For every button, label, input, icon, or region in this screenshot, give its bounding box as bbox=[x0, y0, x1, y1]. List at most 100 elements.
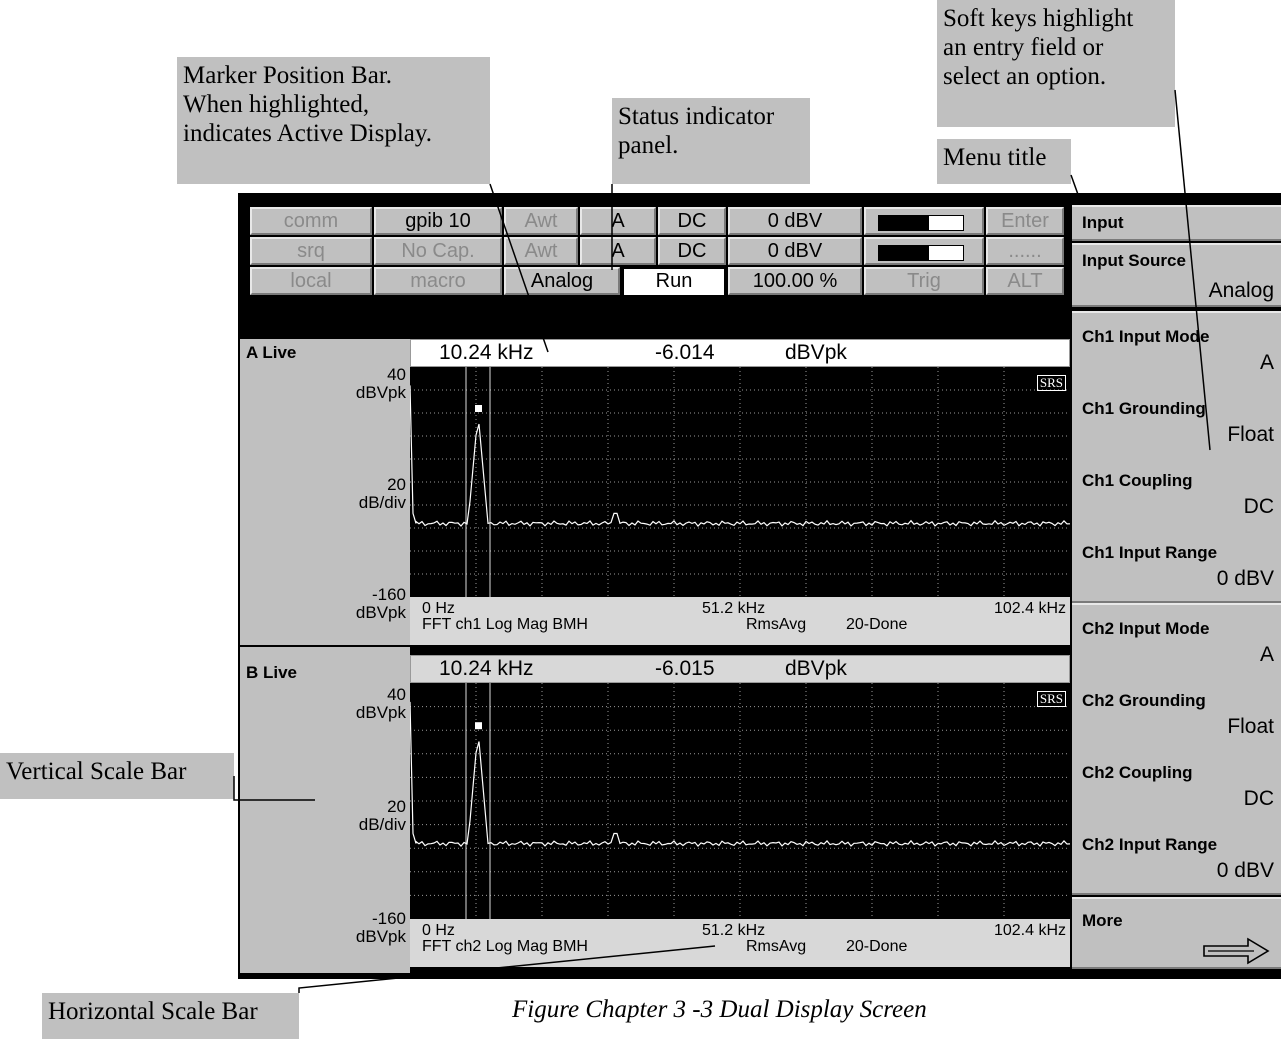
display-b-top-unit: dBVpk bbox=[355, 703, 406, 722]
status-level-meter-1 bbox=[864, 207, 984, 235]
marker-a-unit: dBVpk bbox=[785, 341, 847, 364]
marker-position-bar-a[interactable]: 10.24 kHz -6.014 dBVpk bbox=[410, 339, 1070, 367]
status-local: local bbox=[250, 267, 372, 295]
softkey-more-label: More bbox=[1082, 911, 1123, 930]
status-enter: Enter bbox=[986, 207, 1064, 235]
display-b-top-value: 40 bbox=[387, 685, 406, 704]
level-meter-fill-2 bbox=[879, 246, 930, 260]
status-range-1: 0 dBV bbox=[728, 207, 862, 235]
axis-b-end: 102.4 kHz bbox=[993, 922, 1066, 939]
callout-horizontal-scale-bar: Horizontal Scale Bar bbox=[42, 993, 299, 1039]
softkey-ch2-coupling[interactable]: Ch2 Coupling bbox=[1082, 763, 1193, 782]
status-dc-2: DC bbox=[658, 237, 726, 265]
marker-b-unit: dBVpk bbox=[785, 657, 847, 680]
instrument-screen: comm gpib 10 Awt A DC 0 dBV Enter srq No… bbox=[238, 193, 1281, 979]
measurement-b-info: FFT ch2 Log Mag BMH bbox=[422, 938, 588, 955]
srs-logo-b: SRS bbox=[1036, 691, 1066, 707]
horizontal-scale-bar-b[interactable]: 0 Hz 51.2 kHz 102.4 kHz FFT ch2 Log Mag … bbox=[410, 919, 1070, 967]
spectrum-trace-a bbox=[410, 367, 1070, 597]
average-b-status: 20-Done bbox=[846, 938, 908, 955]
menu-title: Input bbox=[1072, 205, 1281, 241]
display-a-scale-value: 20 bbox=[387, 475, 406, 494]
status-run: Run bbox=[622, 267, 726, 297]
softkey-ch1-input-range[interactable]: Ch1 Input Range bbox=[1082, 543, 1218, 562]
menu-title-label: Input bbox=[1082, 213, 1124, 232]
figure-caption: Figure Chapter 3 -3 Dual Display Screen bbox=[512, 996, 927, 1023]
horizontal-scale-bar-a[interactable]: 0 Hz 51.2 kHz 102.4 kHz FFT ch1 Log Mag … bbox=[410, 597, 1070, 645]
status-gpib: gpib 10 bbox=[374, 207, 502, 235]
marker-b-frequency: 10.24 kHz bbox=[439, 657, 534, 680]
average-b-type: RmsAvg bbox=[746, 938, 807, 955]
axis-a-start: 0 Hz bbox=[422, 600, 455, 617]
level-meter-fill-1 bbox=[879, 216, 930, 230]
softkey-ch2-input-mode[interactable]: Ch2 Input Mode bbox=[1082, 619, 1210, 638]
status-trig: Trig bbox=[864, 267, 984, 295]
status-srq: srq bbox=[250, 237, 372, 265]
softkey-ch2-grounding[interactable]: Ch2 Grounding bbox=[1082, 691, 1206, 710]
softkey-ch1-coupling[interactable]: Ch1 Coupling bbox=[1082, 471, 1193, 490]
callout-soft-keys: Soft keys highlight an entry field or se… bbox=[937, 0, 1175, 127]
display-a-scale-unit: dB/div bbox=[358, 493, 406, 512]
status-analog: Analog bbox=[504, 267, 620, 295]
status-input-a-1: A bbox=[580, 207, 656, 235]
display-a-bottom-value: -160 bbox=[371, 585, 406, 604]
status-alt: ALT bbox=[986, 267, 1064, 295]
axis-b-start: 0 Hz bbox=[422, 922, 455, 939]
display-b-scale-value: 20 bbox=[387, 797, 406, 816]
spectrum-trace-b bbox=[410, 683, 1070, 919]
display-b-bottom-value: -160 bbox=[371, 909, 406, 928]
axis-b-mid: 51.2 kHz bbox=[702, 922, 766, 939]
marker-a-frequency: 10.24 kHz bbox=[439, 341, 534, 364]
softkey-label: Input Source bbox=[1082, 251, 1186, 270]
softkey-value: Analog bbox=[1208, 279, 1274, 302]
display-b-bottom-unit: dBVpk bbox=[355, 927, 406, 946]
callout-marker-position-bar: Marker Position Bar. When highlighted, i… bbox=[177, 57, 490, 184]
softkey-input-source[interactable]: Input Source Analog bbox=[1072, 243, 1281, 307]
softkey-group-ch2: Ch2 Input Mode A Ch2 Grounding Float Ch2… bbox=[1072, 603, 1281, 895]
status-level-meter-2 bbox=[864, 237, 984, 265]
spectrum-plot-b[interactable]: SRS bbox=[410, 683, 1070, 919]
display-a-title: A Live bbox=[246, 343, 297, 362]
softkey-ch2-input-mode-value[interactable]: A bbox=[1259, 643, 1274, 666]
marker-position-bar-b[interactable]: 10.24 kHz -6.015 dBVpk bbox=[410, 655, 1070, 683]
display-a-top-value: 40 bbox=[387, 365, 406, 384]
status-progress: 100.00 % bbox=[728, 267, 862, 295]
status-macro: macro bbox=[374, 267, 502, 295]
softkey-ch2-coupling-value[interactable]: DC bbox=[1243, 787, 1274, 810]
softkey-group-ch1: Ch1 Input Mode A Ch1 Grounding Float Ch1… bbox=[1072, 311, 1281, 603]
spectrum-plot-a[interactable]: SRS bbox=[410, 367, 1070, 597]
average-a-type: RmsAvg bbox=[746, 616, 807, 633]
marker-b-value: -6.015 bbox=[655, 657, 715, 680]
display-a-bottom-unit: dBVpk bbox=[355, 603, 406, 622]
softkey-ch1-input-mode[interactable]: Ch1 Input Mode bbox=[1082, 327, 1210, 346]
callout-vertical-scale-bar: Vertical Scale Bar bbox=[0, 753, 234, 799]
display-b-title: B Live bbox=[246, 663, 298, 682]
status-input-a-2: A bbox=[580, 237, 656, 265]
softkey-ch1-grounding[interactable]: Ch1 Grounding bbox=[1082, 399, 1206, 418]
softkey-ch1-grounding-value[interactable]: Float bbox=[1227, 423, 1274, 446]
softkey-ch1-coupling-value[interactable]: DC bbox=[1243, 495, 1274, 518]
softkey-ch2-input-range-value[interactable]: 0 dBV bbox=[1216, 859, 1274, 882]
vertical-scale-bar-b[interactable]: B Live 40 dBVpk 20 dB/div -160 dBVpk bbox=[240, 647, 410, 973]
status-dots: ...... bbox=[986, 237, 1064, 265]
srs-logo-a: SRS bbox=[1036, 375, 1066, 391]
status-dc-1: DC bbox=[658, 207, 726, 235]
softkey-ch2-input-range[interactable]: Ch2 Input Range bbox=[1082, 835, 1218, 854]
measurement-a-info: FFT ch1 Log Mag BMH bbox=[422, 616, 588, 633]
softkey-ch2-grounding-value[interactable]: Float bbox=[1227, 715, 1274, 738]
arrow-right-icon bbox=[1203, 937, 1270, 965]
average-a-status: 20-Done bbox=[846, 616, 908, 633]
display-b-scale-unit: dB/div bbox=[358, 815, 406, 834]
callout-status-indicator-panel: Status indicator panel. bbox=[612, 98, 810, 184]
display-a-top-unit: dBVpk bbox=[355, 383, 406, 402]
softkey-ch1-input-mode-value[interactable]: A bbox=[1259, 351, 1274, 374]
status-awt-2: Awt bbox=[504, 237, 578, 265]
axis-a-end: 102.4 kHz bbox=[993, 600, 1066, 617]
status-no-cap: No Cap. bbox=[374, 237, 502, 265]
axis-a-mid: 51.2 kHz bbox=[702, 600, 766, 617]
softkey-more[interactable]: More bbox=[1072, 897, 1281, 969]
softkey-ch1-input-range-value[interactable]: 0 dBV bbox=[1216, 567, 1274, 590]
status-range-2: 0 dBV bbox=[728, 237, 862, 265]
vertical-scale-bar-a[interactable]: A Live 40 dBVpk 20 dB/div -160 dBVpk bbox=[240, 339, 410, 645]
callout-menu-title: Menu title bbox=[937, 139, 1071, 184]
